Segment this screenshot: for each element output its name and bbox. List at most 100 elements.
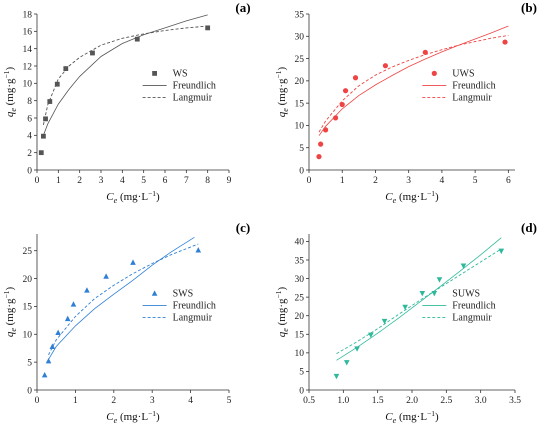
x-tick-label: 8 [205, 176, 210, 186]
langmuir-fit-line [336, 248, 502, 354]
legend-label: Freundlich [173, 80, 216, 91]
x-tick-label: 5 [141, 176, 146, 186]
y-axis-label: qe (mg·g−1) [2, 66, 18, 117]
data-point [323, 127, 329, 133]
data-point [318, 141, 324, 147]
x-tick-label: 4 [440, 176, 445, 186]
x-tick-label: 7 [184, 176, 189, 186]
y-tick-label: 8 [27, 97, 32, 107]
data-point [130, 259, 136, 265]
data-point [339, 101, 345, 108]
y-tick-label: 0 [27, 166, 32, 176]
y-tick-label: 2 [27, 149, 32, 159]
x-tick-label: 0.5 [303, 396, 315, 406]
y-tick-label: 4 [27, 132, 32, 142]
x-tick-label: 1 [73, 396, 78, 406]
y-tick-label: 40 [295, 238, 305, 248]
x-tick-label: 1.5 [372, 396, 384, 406]
y-tick-label: 15 [295, 99, 305, 109]
x-tick-label: 9 [227, 176, 232, 186]
data-point [43, 116, 48, 122]
data-point [54, 81, 60, 87]
data-point [38, 150, 44, 156]
legend-label: Langmuir [173, 312, 213, 323]
panel-label: (d) [521, 220, 537, 235]
data-point [55, 329, 61, 336]
y-tick-label: 35 [295, 10, 305, 20]
data-point [352, 75, 359, 81]
y-tick-label: 15 [295, 331, 305, 341]
x-tick-label: 2.5 [440, 396, 452, 406]
data-point [368, 332, 374, 339]
panel-label: (c) [236, 220, 250, 235]
data-point [343, 360, 350, 366]
x-tick-label: 0 [35, 396, 40, 406]
data-point [354, 346, 360, 352]
y-tick-label: 15 [23, 303, 33, 313]
data-point [41, 133, 46, 139]
y-tick-label: 20 [295, 312, 305, 322]
legend-label: WS [173, 68, 188, 79]
legend-label: Freundlich [173, 300, 216, 311]
freundlich-fit-line [318, 25, 509, 136]
data-point [64, 315, 71, 322]
x-tick-label: 2 [77, 176, 82, 186]
data-point [316, 154, 322, 160]
legend-label: UWS [452, 68, 474, 79]
y-tick-label: 0 [27, 386, 32, 396]
data-point [195, 247, 202, 253]
legend-label: Freundlich [452, 300, 495, 311]
y-tick-label: 6 [27, 114, 32, 124]
y-tick-label: 25 [23, 247, 33, 257]
y-tick-label: 10 [23, 331, 33, 341]
x-tick-label: 2.0 [406, 396, 418, 406]
langmuir-fit-line [42, 25, 208, 125]
y-tick-label: 30 [295, 33, 305, 43]
y-tick-label: 5 [299, 368, 304, 378]
data-point [45, 358, 52, 364]
x-tick-label: 1 [56, 176, 61, 186]
x-tick-label: 4 [188, 396, 193, 406]
x-tick-label: 3 [406, 176, 411, 186]
x-tick-label: 0 [307, 176, 312, 186]
x-axis-label: Ce (mg·L−1) [106, 409, 160, 425]
y-tick-label: 25 [295, 293, 305, 303]
data-point [422, 49, 428, 55]
x-tick-label: 2 [373, 176, 378, 186]
y-tick-label: 5 [299, 144, 304, 154]
freundlich-fit-line [43, 14, 208, 136]
y-tick-label: 10 [23, 80, 33, 90]
x-tick-label: 0 [35, 176, 40, 186]
legend-label: Langmuir [452, 92, 492, 103]
y-tick-label: 12 [23, 62, 33, 72]
data-point [70, 301, 77, 307]
data-point [382, 63, 389, 69]
data-point [134, 36, 140, 42]
legend-marker [431, 291, 438, 297]
data-point [436, 277, 443, 283]
y-tick-label: 0 [299, 166, 304, 176]
data-point [381, 318, 388, 325]
data-point [90, 50, 95, 56]
x-tick-label: 3.5 [509, 396, 521, 406]
x-tick-label: 3 [99, 176, 104, 186]
y-tick-label: 5 [27, 358, 32, 368]
panel-b: 0 1 2 3 4 5 6 0 5 10 15 20 25 30 35 Ce (mg·L−1) qe (mg·g… [274, 0, 537, 205]
data-point [103, 273, 109, 279]
legend-label: SWS [173, 288, 194, 299]
legend-label: SUWS [452, 288, 480, 299]
x-axis-label: Ce (mg·L−1) [385, 409, 439, 425]
panel-label: (b) [521, 0, 537, 15]
x-axis-label: Ce (mg·L−1) [385, 189, 439, 205]
legend-marker [152, 71, 157, 76]
data-point [205, 25, 211, 31]
data-point [84, 287, 90, 293]
legend-label: Langmuir [173, 92, 213, 103]
y-tick-label: 0 [299, 386, 304, 396]
data-point [460, 263, 467, 269]
data-point [502, 39, 508, 45]
x-tick-label: 6 [506, 176, 511, 186]
legend-marker [151, 290, 158, 296]
x-tick-label: 4 [120, 176, 125, 186]
